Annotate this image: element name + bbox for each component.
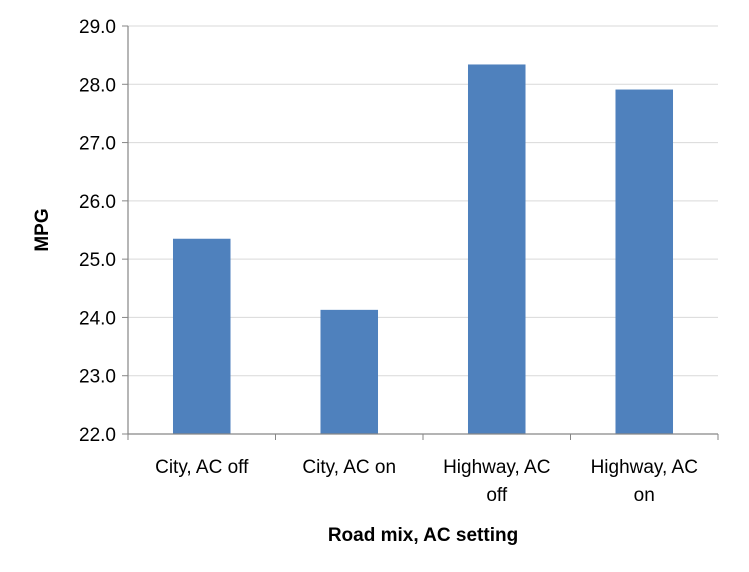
y-tick-label-4: 26.0 xyxy=(79,192,116,213)
y-tick-label-7: 29.0 xyxy=(79,17,116,38)
axes xyxy=(122,25,719,440)
x-tick-label-1: City, AC on xyxy=(302,457,396,478)
y-tick-label-1: 23.0 xyxy=(79,367,116,388)
x-tick-label-0: City, AC off xyxy=(155,457,249,478)
y-tick-label-5: 27.0 xyxy=(79,134,116,155)
tick-labels: 22.0 23.0 24.0 25.0 26.0 27.0 28.0 29.0 City, AC… xyxy=(79,17,698,506)
bar-0 xyxy=(172,238,231,434)
y-tick-label-3: 25.0 xyxy=(79,250,116,271)
bar-3 xyxy=(615,89,674,434)
y-tick-label-0: 22.0 xyxy=(79,425,116,446)
y-tick-label-2: 24.0 xyxy=(79,308,116,329)
x-tick-label-3: Highway, AC on xyxy=(591,457,698,506)
bars xyxy=(172,64,674,435)
y-tick-label-6: 28.0 xyxy=(79,75,116,96)
bar-1 xyxy=(320,309,379,434)
x-axis-title: Road mix, AC setting xyxy=(328,525,518,546)
bar-2 xyxy=(467,64,526,435)
y-axis-title: MPG xyxy=(32,208,53,251)
x-tick-label-2: Highway, AC off xyxy=(443,457,550,506)
